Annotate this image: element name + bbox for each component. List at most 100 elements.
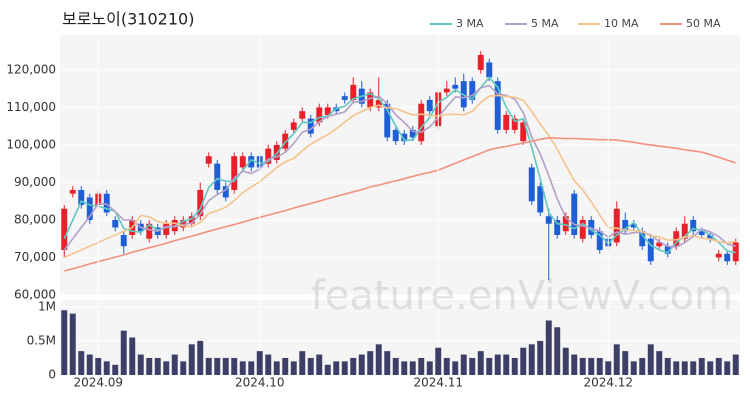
volume-bar — [214, 357, 221, 375]
chart-title: 보로노이(310210) — [62, 10, 194, 29]
candle-body — [188, 216, 195, 224]
ma-line — [63, 84, 737, 251]
candle-body — [477, 54, 484, 70]
y-tick-label: 70,000 — [14, 250, 56, 264]
volume-bar — [435, 347, 442, 375]
y-tick-label: 0.5M — [27, 333, 56, 347]
volume-bar — [358, 354, 365, 375]
candle-body — [630, 223, 637, 228]
volume-bar — [273, 361, 280, 375]
candle-body — [545, 216, 552, 224]
candle-body — [307, 118, 314, 134]
volume-bar — [588, 357, 595, 375]
volume-bar — [418, 357, 425, 375]
volume-bar — [562, 347, 569, 375]
volume-bar — [656, 351, 663, 375]
volume-bar — [460, 354, 467, 375]
candle-body — [511, 118, 518, 130]
candle-body — [282, 133, 289, 149]
candle-body — [528, 167, 535, 202]
candle-body — [520, 122, 527, 142]
volume-bar — [426, 361, 433, 375]
volume-bar — [579, 357, 586, 375]
volume-bar — [188, 344, 195, 375]
volume-bar — [707, 361, 714, 375]
candle-body — [120, 234, 127, 247]
y-tick-label: 80,000 — [14, 212, 56, 226]
volume-bar — [554, 327, 561, 375]
volume-bar — [622, 351, 629, 375]
volume-bar — [180, 361, 187, 375]
legend-label: 50 MA — [686, 17, 721, 30]
candle-body — [86, 197, 93, 220]
candle-body — [146, 223, 153, 239]
candle-body — [392, 129, 399, 142]
volume-bar — [605, 361, 612, 375]
volume-bar — [613, 344, 620, 375]
candle-body — [78, 189, 85, 205]
volume-bar — [86, 354, 93, 375]
x-tick-label: 2024.09 — [73, 376, 123, 390]
volume-bar — [375, 344, 382, 375]
volume-bar — [282, 357, 289, 375]
volume-bar — [69, 313, 76, 375]
volume-bar — [290, 361, 297, 375]
volume-bar — [78, 351, 85, 375]
volume-bar — [596, 357, 603, 375]
candle-body — [596, 231, 603, 250]
volume-bar — [571, 354, 578, 375]
volume-bar — [256, 351, 263, 375]
volume-bar — [401, 361, 408, 375]
candle-body — [231, 156, 238, 190]
candle-body — [503, 114, 510, 130]
candle-body — [418, 103, 425, 142]
candle-body — [486, 62, 493, 78]
candle-body — [494, 81, 501, 130]
volume-bar — [231, 357, 238, 375]
volume-bar — [350, 357, 357, 375]
volume-bar — [307, 357, 314, 375]
volume-bar — [681, 361, 688, 375]
volume-bar — [528, 344, 535, 375]
candle-body — [690, 219, 697, 232]
legend-label: 3 MA — [456, 17, 484, 30]
volume-bar — [409, 361, 416, 375]
x-tick-label: 2024.10 — [235, 376, 285, 390]
volume-bar — [545, 320, 552, 375]
candle-body — [469, 81, 476, 100]
candle-body — [554, 219, 561, 235]
candle-body — [571, 193, 578, 235]
y-tick-label: 90,000 — [14, 175, 56, 189]
volume-bar — [639, 357, 646, 375]
y-tick-label: 110,000 — [6, 100, 56, 114]
candle-body — [324, 107, 331, 115]
candle-body — [248, 156, 255, 168]
y-tick-label: 1M — [38, 299, 56, 313]
candle-body — [61, 208, 68, 250]
candle-body — [647, 238, 654, 262]
volume-bar — [384, 351, 391, 375]
ma-line — [63, 94, 736, 259]
candle-body — [290, 122, 297, 130]
volume-bar — [103, 361, 110, 375]
candle-body — [205, 156, 212, 164]
legend-label: 5 MA — [531, 17, 559, 30]
legend-label: 10 MA — [604, 17, 639, 30]
watermark: feature.enViewV.com — [311, 273, 733, 319]
volume-bar — [486, 357, 493, 375]
candle-body — [698, 231, 705, 235]
candle-body — [163, 223, 170, 235]
candle-body — [239, 156, 246, 168]
volume-bar — [120, 330, 127, 375]
y-tick-label: 60,000 — [14, 288, 56, 302]
volume-bar — [477, 351, 484, 375]
volume-bar — [537, 340, 544, 375]
x-tick-label: 2024.11 — [413, 376, 463, 390]
candle-body — [664, 246, 671, 254]
volume-bar — [511, 357, 518, 375]
volume-bar — [673, 361, 680, 375]
candle-body — [265, 148, 272, 164]
volume-bar — [205, 357, 212, 375]
volume-bar — [341, 361, 348, 375]
